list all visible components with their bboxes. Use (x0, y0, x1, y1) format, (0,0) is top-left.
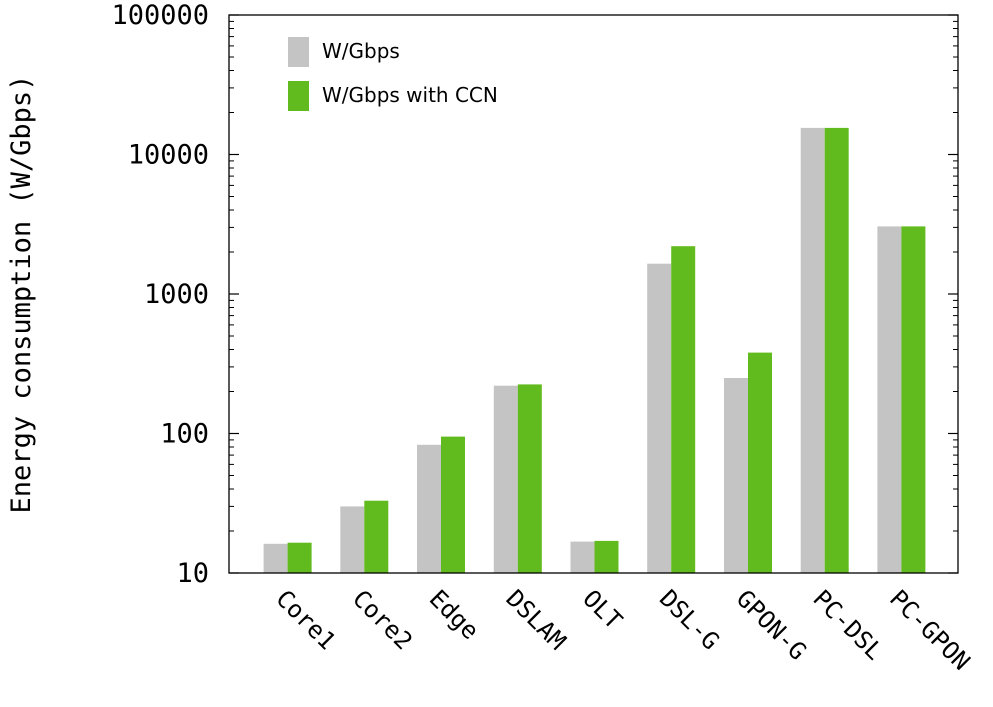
legend: W/Gbps W/Gbps with CCN (288, 37, 498, 111)
bar-olt-w-gbps (570, 541, 595, 573)
y-tick-label: 10 (176, 558, 209, 589)
y-ticks-layer: 10 100 1000 10000 100000 (111, 0, 958, 589)
bar-olt-w-gbps-with-ccn (594, 540, 619, 573)
plot-frame (228, 14, 959, 574)
bar-pc-dsl-w-gbps-with-ccn (824, 127, 849, 574)
bars-layer (263, 127, 926, 574)
legend-label-w-gbps-with-ccn: W/Gbps with CCN (322, 83, 498, 107)
x-tick-label-edge: Edge (424, 584, 485, 645)
y-tick-label: 1000 (144, 279, 209, 310)
legend-label-w-gbps: W/Gbps (322, 39, 400, 63)
bar-core2-w-gbps-with-ccn (364, 500, 389, 573)
bar-core2-w-gbps (340, 506, 365, 573)
x-tick-label-pc-gpon: PC-GPON (884, 584, 975, 675)
y-tick-label: 100000 (111, 0, 209, 31)
y-tick-label: 100 (160, 419, 209, 450)
bar-dsl-g-w-gbps-with-ccn (671, 246, 696, 573)
legend-swatch-w-gbps-with-ccn (288, 81, 309, 111)
bar-dslam-w-gbps (493, 385, 518, 573)
x-tick-label-dsl-g: DSL-G (654, 584, 725, 655)
x-tick-label-core2: Core2 (347, 584, 418, 655)
bar-gpon-g-w-gbps (724, 378, 748, 573)
x-tick-label-gpon-g: GPON-G (731, 584, 812, 665)
bar-dsl-g-w-gbps (647, 263, 672, 573)
x-tick-labels-layer: Core1 Core2 Edge DSLAM OLT DSL-G GPON-GPC-DSLP… (270, 584, 975, 675)
bar-core1-w-gbps-with-ccn (287, 542, 312, 573)
y-axis-label: Energy consumption (W/Gbps) (6, 75, 37, 514)
bar-pc-dsl-w-gbps (800, 127, 825, 574)
x-tick-label-core1: Core1 (270, 584, 341, 655)
bar-pc-gpon-w-gbps (877, 226, 902, 573)
x-tick-label-olt: OLT (577, 584, 627, 634)
bar-pc-gpon-w-gbps-with-ccn (901, 226, 926, 573)
bar-dslam-w-gbps-with-ccn (517, 384, 542, 573)
x-tick-label-pc-dsl: PC-DSL (807, 584, 888, 665)
bar-edge-w-gbps (417, 444, 441, 573)
legend-swatch-w-gbps (288, 37, 309, 67)
y-tick-label: 10000 (128, 140, 209, 171)
bar-edge-w-gbps-with-ccn (441, 436, 465, 573)
x-tick-label-dslam: DSLAM (501, 584, 572, 655)
bar-gpon-g-w-gbps-with-ccn (748, 352, 772, 573)
bar-core1-w-gbps (263, 543, 288, 573)
